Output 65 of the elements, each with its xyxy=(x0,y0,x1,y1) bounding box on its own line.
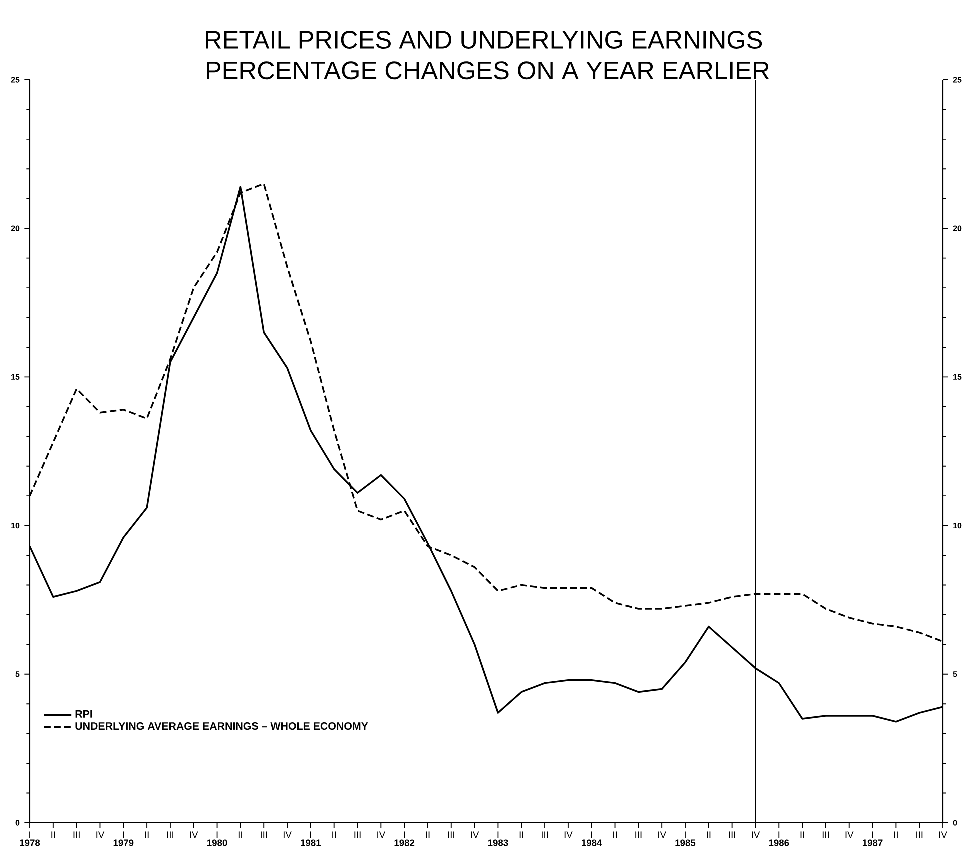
x-tick-label: III xyxy=(74,832,80,838)
x-tick-label: III xyxy=(636,832,642,838)
x-tick-label: II xyxy=(614,832,617,838)
x-tick-label: I xyxy=(778,832,780,838)
x-tick-label: IV xyxy=(658,832,666,838)
x-tick-label: IV xyxy=(378,832,386,838)
x-tick-label: II xyxy=(707,832,711,838)
x-tick-label: III xyxy=(916,832,923,838)
chart-subtitle: PERCENTAGE CHANGES ON A YEAR EARLIER xyxy=(207,62,770,80)
x-tick-label: III xyxy=(354,832,361,838)
x-tick-label: I xyxy=(123,832,124,838)
x-tick-label: II xyxy=(800,832,804,838)
x-tick-label: III xyxy=(542,832,548,838)
x-tick-label: I xyxy=(498,832,499,838)
x-tick-label: IV xyxy=(846,832,854,838)
x-tick-label: I xyxy=(310,832,312,838)
x2-tick-label: 1978 xyxy=(20,840,40,846)
x2-tick-label: 1980 xyxy=(207,840,228,846)
y-tick-label: 15 xyxy=(12,374,20,380)
x-tick-label: II xyxy=(426,832,430,838)
y-tick-label: 5 xyxy=(16,672,20,678)
x-tick-label: II xyxy=(145,832,149,838)
x-tick-label: III xyxy=(822,832,829,838)
x2-tick-label: 1982 xyxy=(394,840,415,846)
y2-tick-label: 20 xyxy=(953,226,962,232)
y2-tick-label: 15 xyxy=(954,374,962,380)
x-tick-label: IV xyxy=(284,832,292,838)
x-tick-label: II xyxy=(238,832,242,838)
x-tick-label: I xyxy=(872,832,874,838)
x-tick-label: II xyxy=(894,832,898,838)
y2-tick-label: 25 xyxy=(953,77,962,83)
x-tick-label: I xyxy=(685,832,686,838)
x-tick-label: III xyxy=(167,832,174,838)
x-tick-label: IV xyxy=(752,832,760,838)
y-tick-label: 20 xyxy=(11,226,20,232)
x-tick-label: I xyxy=(216,832,218,838)
y2-tick-label: 10 xyxy=(954,522,962,529)
x-tick-label: III xyxy=(261,832,268,838)
chart-title: RETAIL PRICES AND UNDERLYING EARNINGS xyxy=(206,31,762,49)
y2-tick-label: 0 xyxy=(953,820,958,826)
y-tick-label: 0 xyxy=(16,820,20,826)
x2-tick-label: 1986 xyxy=(769,840,790,846)
x2-tick-label: 1985 xyxy=(676,840,696,846)
x2-tick-label: 1981 xyxy=(301,840,322,846)
legend-label: UNDERLYING AVERAGE EARNINGS – WHOLE ECONOMY xyxy=(76,722,368,730)
x2-tick-label: 1987 xyxy=(862,840,883,846)
x-tick-label: IV xyxy=(96,832,105,838)
x2-tick-label: 1983 xyxy=(488,840,508,846)
x2-tick-label: 1979 xyxy=(114,840,134,846)
x2-tick-label: 1984 xyxy=(582,840,602,846)
y-tick-label: 10 xyxy=(12,522,20,529)
x-tick-label: II xyxy=(520,832,524,838)
x-tick-label: IV xyxy=(564,832,573,838)
x-tick-label: I xyxy=(591,832,592,838)
x-tick-label: IV xyxy=(939,832,948,838)
y-tick-label: 25 xyxy=(11,77,20,83)
x-tick-label: II xyxy=(52,832,56,838)
x-tick-label: II xyxy=(332,832,336,838)
x-tick-label: IV xyxy=(190,832,198,838)
legend-label: RPI xyxy=(76,710,92,718)
x-tick-label: III xyxy=(729,832,736,838)
x-tick-label: III xyxy=(448,832,454,838)
y2-tick-label: 5 xyxy=(953,672,958,678)
x-tick-label: I xyxy=(404,832,406,838)
x-tick-label: IV xyxy=(471,832,480,838)
